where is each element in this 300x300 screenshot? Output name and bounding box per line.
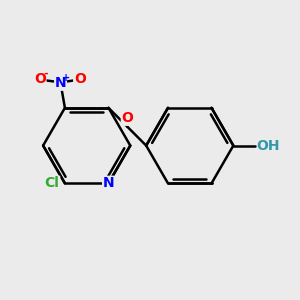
Text: +: +	[62, 73, 70, 83]
Text: Cl: Cl	[45, 176, 60, 190]
Text: N: N	[103, 176, 114, 190]
Text: O: O	[34, 72, 46, 86]
Text: O: O	[74, 72, 85, 86]
Text: N: N	[55, 76, 66, 90]
Text: O: O	[122, 111, 133, 125]
Text: -: -	[43, 68, 48, 79]
Text: OH: OH	[256, 139, 280, 153]
